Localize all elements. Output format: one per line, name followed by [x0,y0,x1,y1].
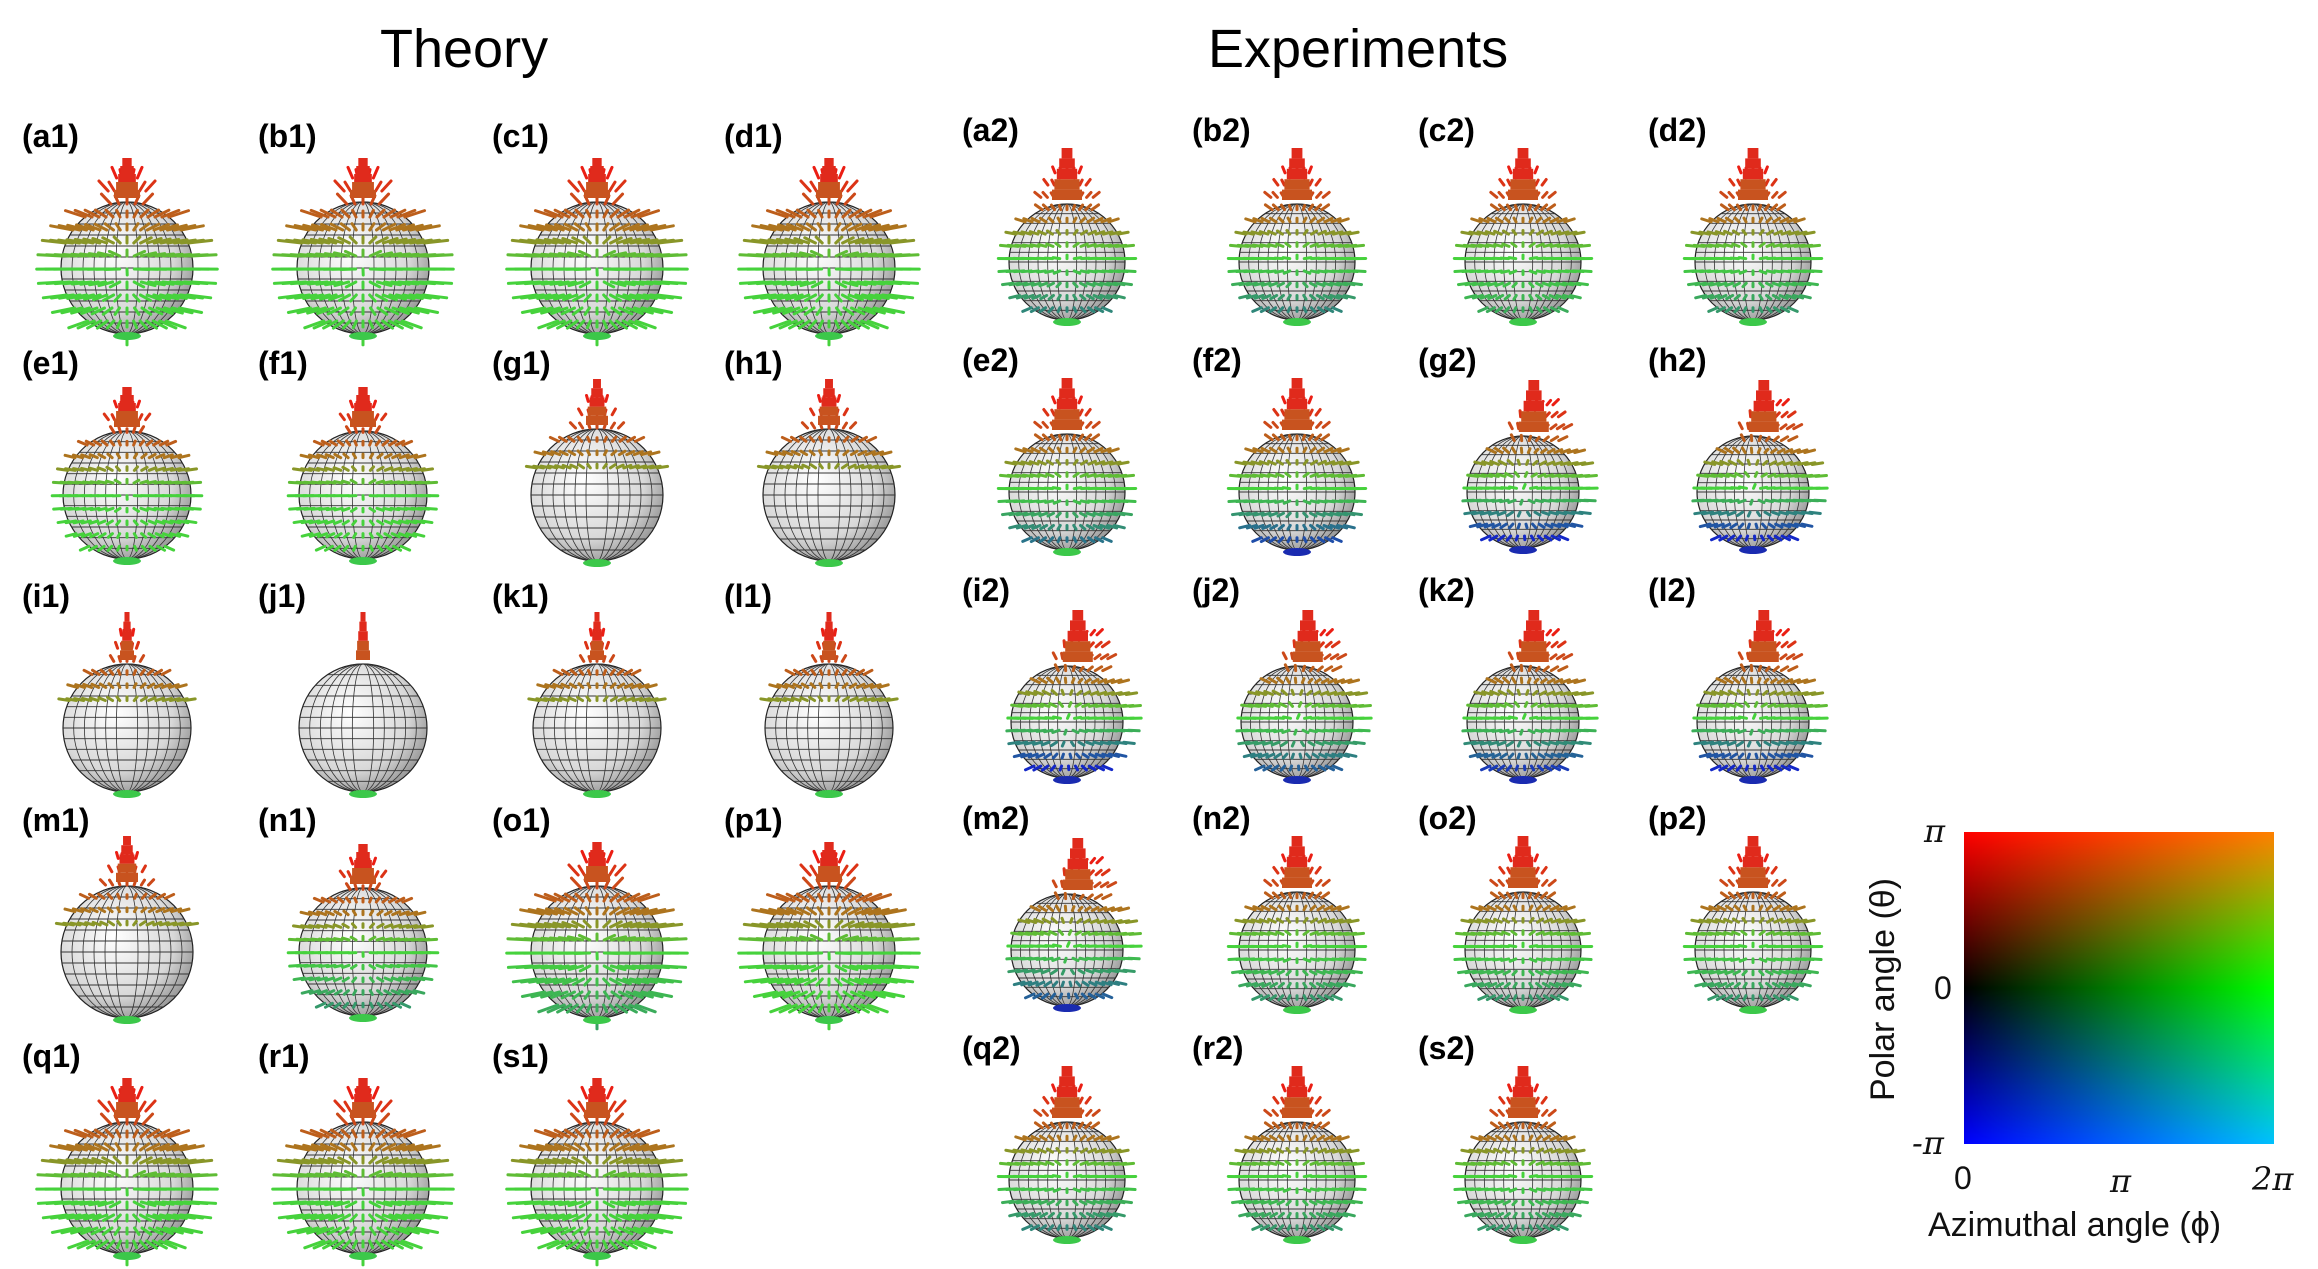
y-tick-minus-pi: -π [1912,1124,1944,1162]
panel-label: (q1) [22,1038,81,1075]
panel-j1: (j1) [258,578,468,808]
panel-l1: (l1) [724,578,934,808]
panel-label: (g2) [1418,342,1477,379]
panel-label: (l2) [1648,572,1696,609]
panel-label: (r1) [258,1038,310,1075]
panel-j2: (j2) [1192,572,1402,802]
panel-label: (e2) [962,342,1019,379]
panel-f2: (f2) [1192,342,1402,572]
panel-g1: (g1) [492,345,702,575]
panel-label: (o1) [492,802,551,839]
panel-label: (k2) [1418,572,1475,609]
panel-r1: (r1) [258,1038,468,1268]
panel-label: (n1) [258,802,317,839]
panel-label: (p2) [1648,800,1707,837]
panel-n2: (n2) [1192,800,1402,1030]
panel-label: (f2) [1192,342,1242,379]
panel-h2: (h2) [1648,342,1858,572]
color-key: π 0 -π 0 π 2π Azimuthal angle (ϕ) Polar … [1860,820,2318,1264]
panel-label: (c1) [492,118,549,155]
panel-r2: (r2) [1192,1030,1402,1260]
panel-o2: (o2) [1418,800,1628,1030]
x-axis-label: Azimuthal angle (ϕ) [1928,1206,2221,1245]
x-tick-pi: π [2110,1162,2131,1200]
panel-label: (d2) [1648,112,1707,149]
y-axis-label: Polar angle (θ) [1864,878,1903,1101]
panel-label: (f1) [258,345,308,382]
panel-a1: (a1) [22,118,232,348]
y-tick-zero: 0 [1934,970,1952,1007]
panel-label: (e1) [22,345,79,382]
panel-m2: (m2) [962,800,1172,1030]
panel-label: (b2) [1192,112,1251,149]
panel-i2: (i2) [962,572,1172,802]
panel-s2: (s2) [1418,1030,1628,1260]
panel-o1: (o1) [492,802,702,1032]
panel-d2: (d2) [1648,112,1858,342]
panel-label: (b1) [258,118,317,155]
panel-label: (s2) [1418,1030,1475,1067]
panel-label: (o2) [1418,800,1477,837]
x-tick-2pi: 2π [2252,1160,2293,1198]
panel-label: (j2) [1192,572,1240,609]
panel-label: (k1) [492,578,549,615]
panel-b1: (b1) [258,118,468,348]
panel-label: (i1) [22,578,70,615]
x-tick-zero: 0 [1954,1160,1972,1197]
panel-label: (a2) [962,112,1019,149]
experiments-header: Experiments [1208,18,1508,80]
panel-label: (a1) [22,118,79,155]
panel-label: (q2) [962,1030,1021,1067]
panel-q2: (q2) [962,1030,1172,1260]
panel-label: (m1) [22,802,90,839]
panel-i1: (i1) [22,578,232,808]
panel-label: (h1) [724,345,783,382]
y-tick-pi: π [1924,812,1945,850]
panel-h1: (h1) [724,345,934,575]
panel-label: (l1) [724,578,772,615]
panel-q1: (q1) [22,1038,232,1268]
panel-f1: (f1) [258,345,468,575]
color-key-map [1860,820,2318,1264]
panel-k2: (k2) [1418,572,1628,802]
panel-label: (h2) [1648,342,1707,379]
panel-label: (d1) [724,118,783,155]
panel-k1: (k1) [492,578,702,808]
panel-b2: (b2) [1192,112,1402,342]
theory-header: Theory [380,18,548,80]
panel-label: (m2) [962,800,1030,837]
panel-c1: (c1) [492,118,702,348]
panel-label: (i2) [962,572,1010,609]
panel-e1: (e1) [22,345,232,575]
panel-g2: (g2) [1418,342,1628,572]
panel-p1: (p1) [724,802,934,1032]
panel-label: (n2) [1192,800,1251,837]
panel-e2: (e2) [962,342,1172,572]
panel-c2: (c2) [1418,112,1628,342]
panel-label: (c2) [1418,112,1475,149]
panel-label: (p1) [724,802,783,839]
panel-p2: (p2) [1648,800,1858,1030]
panel-a2: (a2) [962,112,1172,342]
panel-label: (g1) [492,345,551,382]
panel-label: (s1) [492,1038,549,1075]
panel-m1: (m1) [22,802,232,1032]
panel-s1: (s1) [492,1038,702,1268]
panel-d1: (d1) [724,118,934,348]
panel-n1: (n1) [258,802,468,1032]
panel-l2: (l2) [1648,572,1858,802]
panel-label: (r2) [1192,1030,1244,1067]
panel-label: (j1) [258,578,306,615]
